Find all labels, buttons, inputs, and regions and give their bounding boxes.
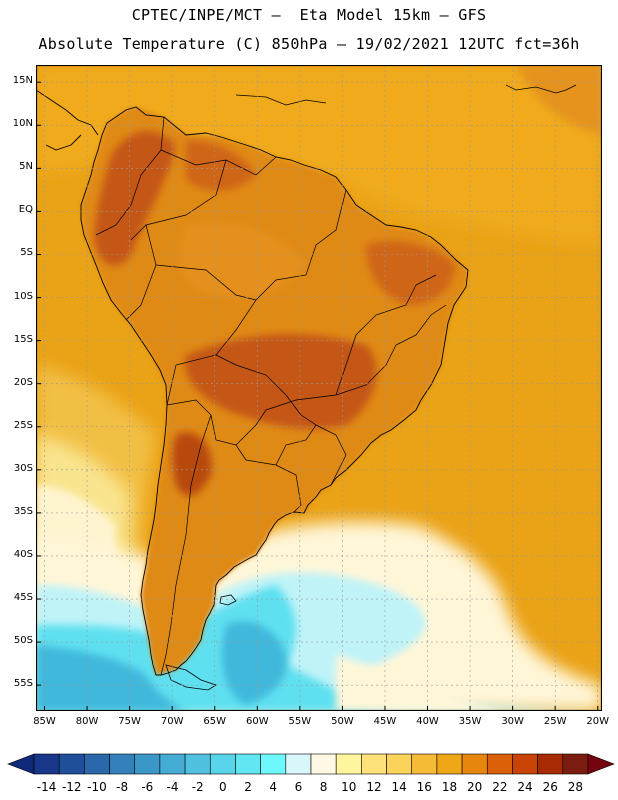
country-borders	[95, 116, 447, 676]
lat-label: 5S	[20, 247, 33, 259]
colorbar-label: 18	[441, 780, 458, 794]
colorbar-label: -2	[191, 780, 204, 794]
colorbar-swatch	[335, 753, 362, 775]
colorbar-swatch	[436, 753, 463, 775]
colorbar-swatch	[461, 753, 488, 775]
colorbar-label: 12	[366, 780, 382, 794]
lon-label: 50W	[331, 716, 354, 727]
colorbar-label: 24	[517, 780, 533, 794]
lon-label: 45W	[373, 716, 397, 727]
lat-label: EQ	[18, 204, 33, 216]
amazon-warm-patch	[179, 222, 306, 297]
colorbar-swatch	[33, 753, 60, 775]
lat-label: 30S	[13, 462, 33, 474]
colorbar-label: -12	[61, 780, 82, 794]
lon-label: 80W	[75, 716, 99, 727]
central-brazil-hot	[185, 334, 377, 430]
colorbar-swatch	[58, 753, 85, 775]
colorbar-swatch	[159, 753, 186, 775]
venezuela-hot	[186, 140, 256, 191]
chart-title: CPTEC/INPE/MCT – Eta Model 15km – GFS	[131, 6, 487, 24]
south-blue	[36, 645, 186, 711]
colorbar-swatch	[537, 753, 564, 775]
lon-label: 55W	[288, 716, 312, 727]
colorbar	[7, 753, 615, 775]
lat-label: 40S	[13, 548, 33, 560]
colorbar-swatch	[386, 753, 413, 775]
chart-subtitle: Absolute Temperature (C) 850hPa – 19/02/…	[38, 35, 580, 53]
lon-label: 85W	[33, 716, 56, 727]
colorbar-over-arrow	[587, 753, 615, 775]
colorbar-swatch	[184, 753, 211, 775]
colorbar-label: 10	[341, 780, 357, 794]
lat-label: 5N	[19, 161, 33, 173]
lat-label: 35S	[13, 505, 33, 517]
colorbar-swatch	[512, 753, 538, 775]
map-panel	[36, 65, 602, 711]
tierra-del-fuego-outline	[165, 664, 217, 691]
lon-label: 75W	[118, 716, 141, 727]
caribbean-islands	[235, 84, 577, 106]
colorbar-swatch	[209, 753, 236, 775]
colorbar-label: -10	[87, 780, 107, 794]
colorbar-label: 28	[567, 780, 584, 794]
lon-label: 60W	[245, 716, 269, 727]
lat-label: 50S	[13, 635, 33, 647]
lon-label: 25W	[543, 716, 567, 727]
lon-label: 70W	[160, 716, 184, 727]
lon-label: 65W	[203, 716, 227, 727]
map-border	[36, 65, 602, 711]
lat-label: 25S	[13, 419, 33, 431]
south-america-coastline	[80, 106, 469, 676]
lat-label: 20S	[13, 376, 33, 388]
central-america-coastline	[36, 89, 99, 151]
colorbar-under-arrow	[7, 753, 35, 775]
map-gridlines	[36, 65, 602, 711]
southeast-cream-tongue	[336, 655, 506, 711]
lon-label: 30W	[501, 716, 524, 727]
map-ticks	[36, 81, 599, 711]
lat-label: 55S	[13, 678, 33, 690]
colorbar-label: 14	[391, 780, 407, 794]
colorbar-swatch	[134, 753, 161, 775]
colorbar-label: 0	[219, 780, 227, 794]
colorbar-label: 4	[269, 780, 278, 794]
colorbar-swatch	[310, 753, 337, 775]
lon-label: 40W	[416, 716, 439, 727]
colorbar-label: -8	[116, 780, 129, 794]
colorbar-label: 22	[492, 780, 508, 794]
colorbar-swatch	[285, 753, 312, 775]
colorbar-swatch	[486, 753, 513, 775]
south-blue-ring	[222, 621, 287, 705]
chaco-hot	[172, 432, 212, 496]
colorbar-swatch	[411, 753, 438, 775]
colorbar-label: -6	[141, 780, 154, 794]
colorbar-swatch	[84, 753, 110, 775]
colorbar-swatch	[260, 753, 287, 775]
colorbar-label: 6	[294, 780, 303, 794]
falklands-outline	[219, 594, 237, 606]
temperature-map	[36, 65, 602, 711]
colorbar-label: 16	[416, 780, 432, 794]
colorbar-label: -14	[36, 780, 57, 794]
northeast-hot	[366, 241, 456, 305]
lon-label: 35W	[458, 716, 482, 727]
colorbar-label: 20	[467, 780, 483, 794]
colorbar-swatch	[361, 753, 387, 775]
colorbar-swatch	[235, 753, 261, 775]
lat-label: 10N	[12, 118, 33, 130]
colorbar-label: 2	[244, 780, 252, 794]
colorbar-label: 26	[542, 780, 558, 794]
colorbar-swatch	[562, 753, 589, 775]
north-warm-band	[36, 65, 602, 245]
lon-label: 20W	[586, 716, 610, 727]
lat-label: 15N	[12, 75, 33, 87]
lat-label: 10S	[13, 290, 33, 302]
colorbar-label: -4	[166, 780, 179, 794]
andes-north-hot	[94, 131, 176, 266]
colorbar-label: 8	[319, 780, 328, 794]
lat-label: 15S	[13, 333, 33, 345]
lat-label: 45S	[13, 592, 33, 604]
colorbar-swatch	[109, 753, 136, 775]
